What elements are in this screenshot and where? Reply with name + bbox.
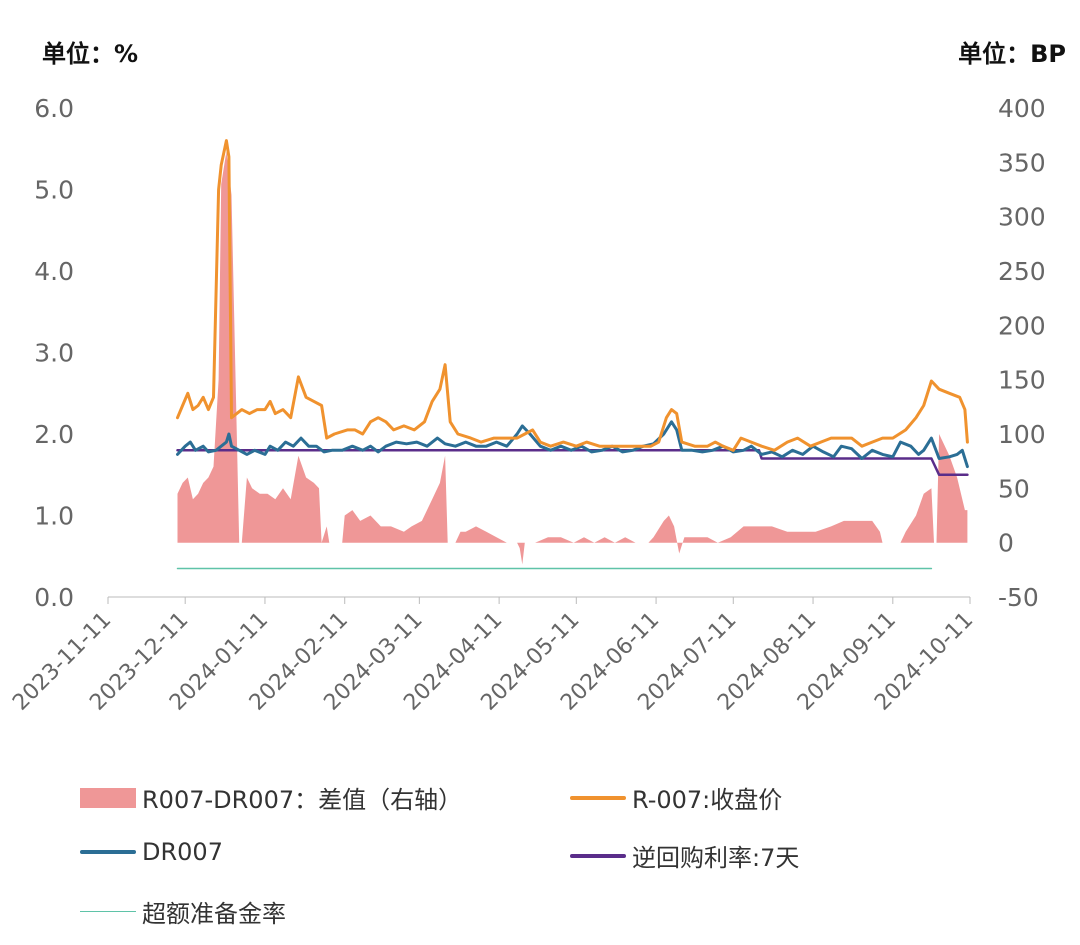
legend-swatch-reverse-repo bbox=[570, 853, 626, 858]
legend-item-dr007: DR007 bbox=[80, 838, 223, 866]
series-lines-layer bbox=[176, 139, 969, 570]
axes-layer: 0.0 1.0 2.0 3.0 4.0 5.0 6.0 -50 0 50 100 150 200 250 3… bbox=[8, 94, 1046, 716]
right-y-tick-label: 300 bbox=[998, 203, 1046, 232]
left-axis-unit-label: 单位：% bbox=[42, 40, 139, 68]
right-y-tick-label: 0 bbox=[998, 529, 1014, 558]
legend-label-dr007: DR007 bbox=[142, 838, 223, 866]
legend-swatch-dr007 bbox=[80, 850, 136, 854]
series-line-dr007 bbox=[176, 420, 969, 469]
left-y-tick-label: 2.0 bbox=[34, 420, 74, 449]
right-y-tick-label: 100 bbox=[998, 420, 1046, 449]
legend-label-spread: R007-DR007：差值（右轴） bbox=[142, 786, 463, 814]
right-y-tick-label: 250 bbox=[998, 257, 1046, 286]
chart-plot: 0.0 1.0 2.0 3.0 4.0 5.0 6.0 -50 0 50 100 150 200 250 3… bbox=[8, 94, 1046, 716]
legend-item-reverse-repo: 逆回购利率:7天 bbox=[570, 838, 799, 873]
series-area-spread bbox=[177, 151, 968, 565]
series-line-reverse-repo bbox=[176, 449, 969, 477]
legend-item-excess-reserve: 超额准备金率 bbox=[80, 894, 286, 929]
left-y-tick-label: 0.0 bbox=[34, 583, 74, 612]
legend-swatch-excess-reserve bbox=[80, 910, 136, 913]
spread-area-layer bbox=[177, 151, 968, 565]
right-y-tick-label: 200 bbox=[998, 311, 1046, 340]
series-line-r007 bbox=[176, 139, 969, 452]
right-axis-unit-label: 单位：BP bbox=[958, 40, 1066, 68]
left-y-tick-label: 1.0 bbox=[34, 502, 74, 531]
legend-label-reverse-repo: 逆回购利率:7天 bbox=[632, 844, 800, 872]
right-y-tick-label: 400 bbox=[998, 94, 1046, 123]
legend-swatch-spread bbox=[80, 787, 136, 808]
legend-item-r007: R-007:收盘价 bbox=[570, 780, 782, 815]
right-y-tick-label: 50 bbox=[998, 474, 1030, 503]
legend-label-excess-reserve: 超额准备金率 bbox=[142, 900, 286, 928]
right-y-tick-label: 350 bbox=[998, 148, 1046, 177]
left-y-tick-label: 5.0 bbox=[34, 176, 74, 205]
right-y-tick-label: -50 bbox=[998, 583, 1039, 612]
chart-legend: R007-DR007：差值（右轴） R-007:收盘价 DR007 逆回购利率:… bbox=[80, 780, 1080, 930]
legend-swatch-r007 bbox=[570, 795, 626, 800]
left-y-tick-label: 4.0 bbox=[34, 257, 74, 286]
legend-label-r007: R-007:收盘价 bbox=[632, 786, 783, 814]
left-y-tick-label: 6.0 bbox=[34, 94, 74, 123]
legend-item-spread: R007-DR007：差值（右轴） bbox=[80, 780, 462, 815]
right-y-tick-label: 150 bbox=[998, 366, 1046, 395]
left-y-tick-label: 3.0 bbox=[34, 339, 74, 368]
